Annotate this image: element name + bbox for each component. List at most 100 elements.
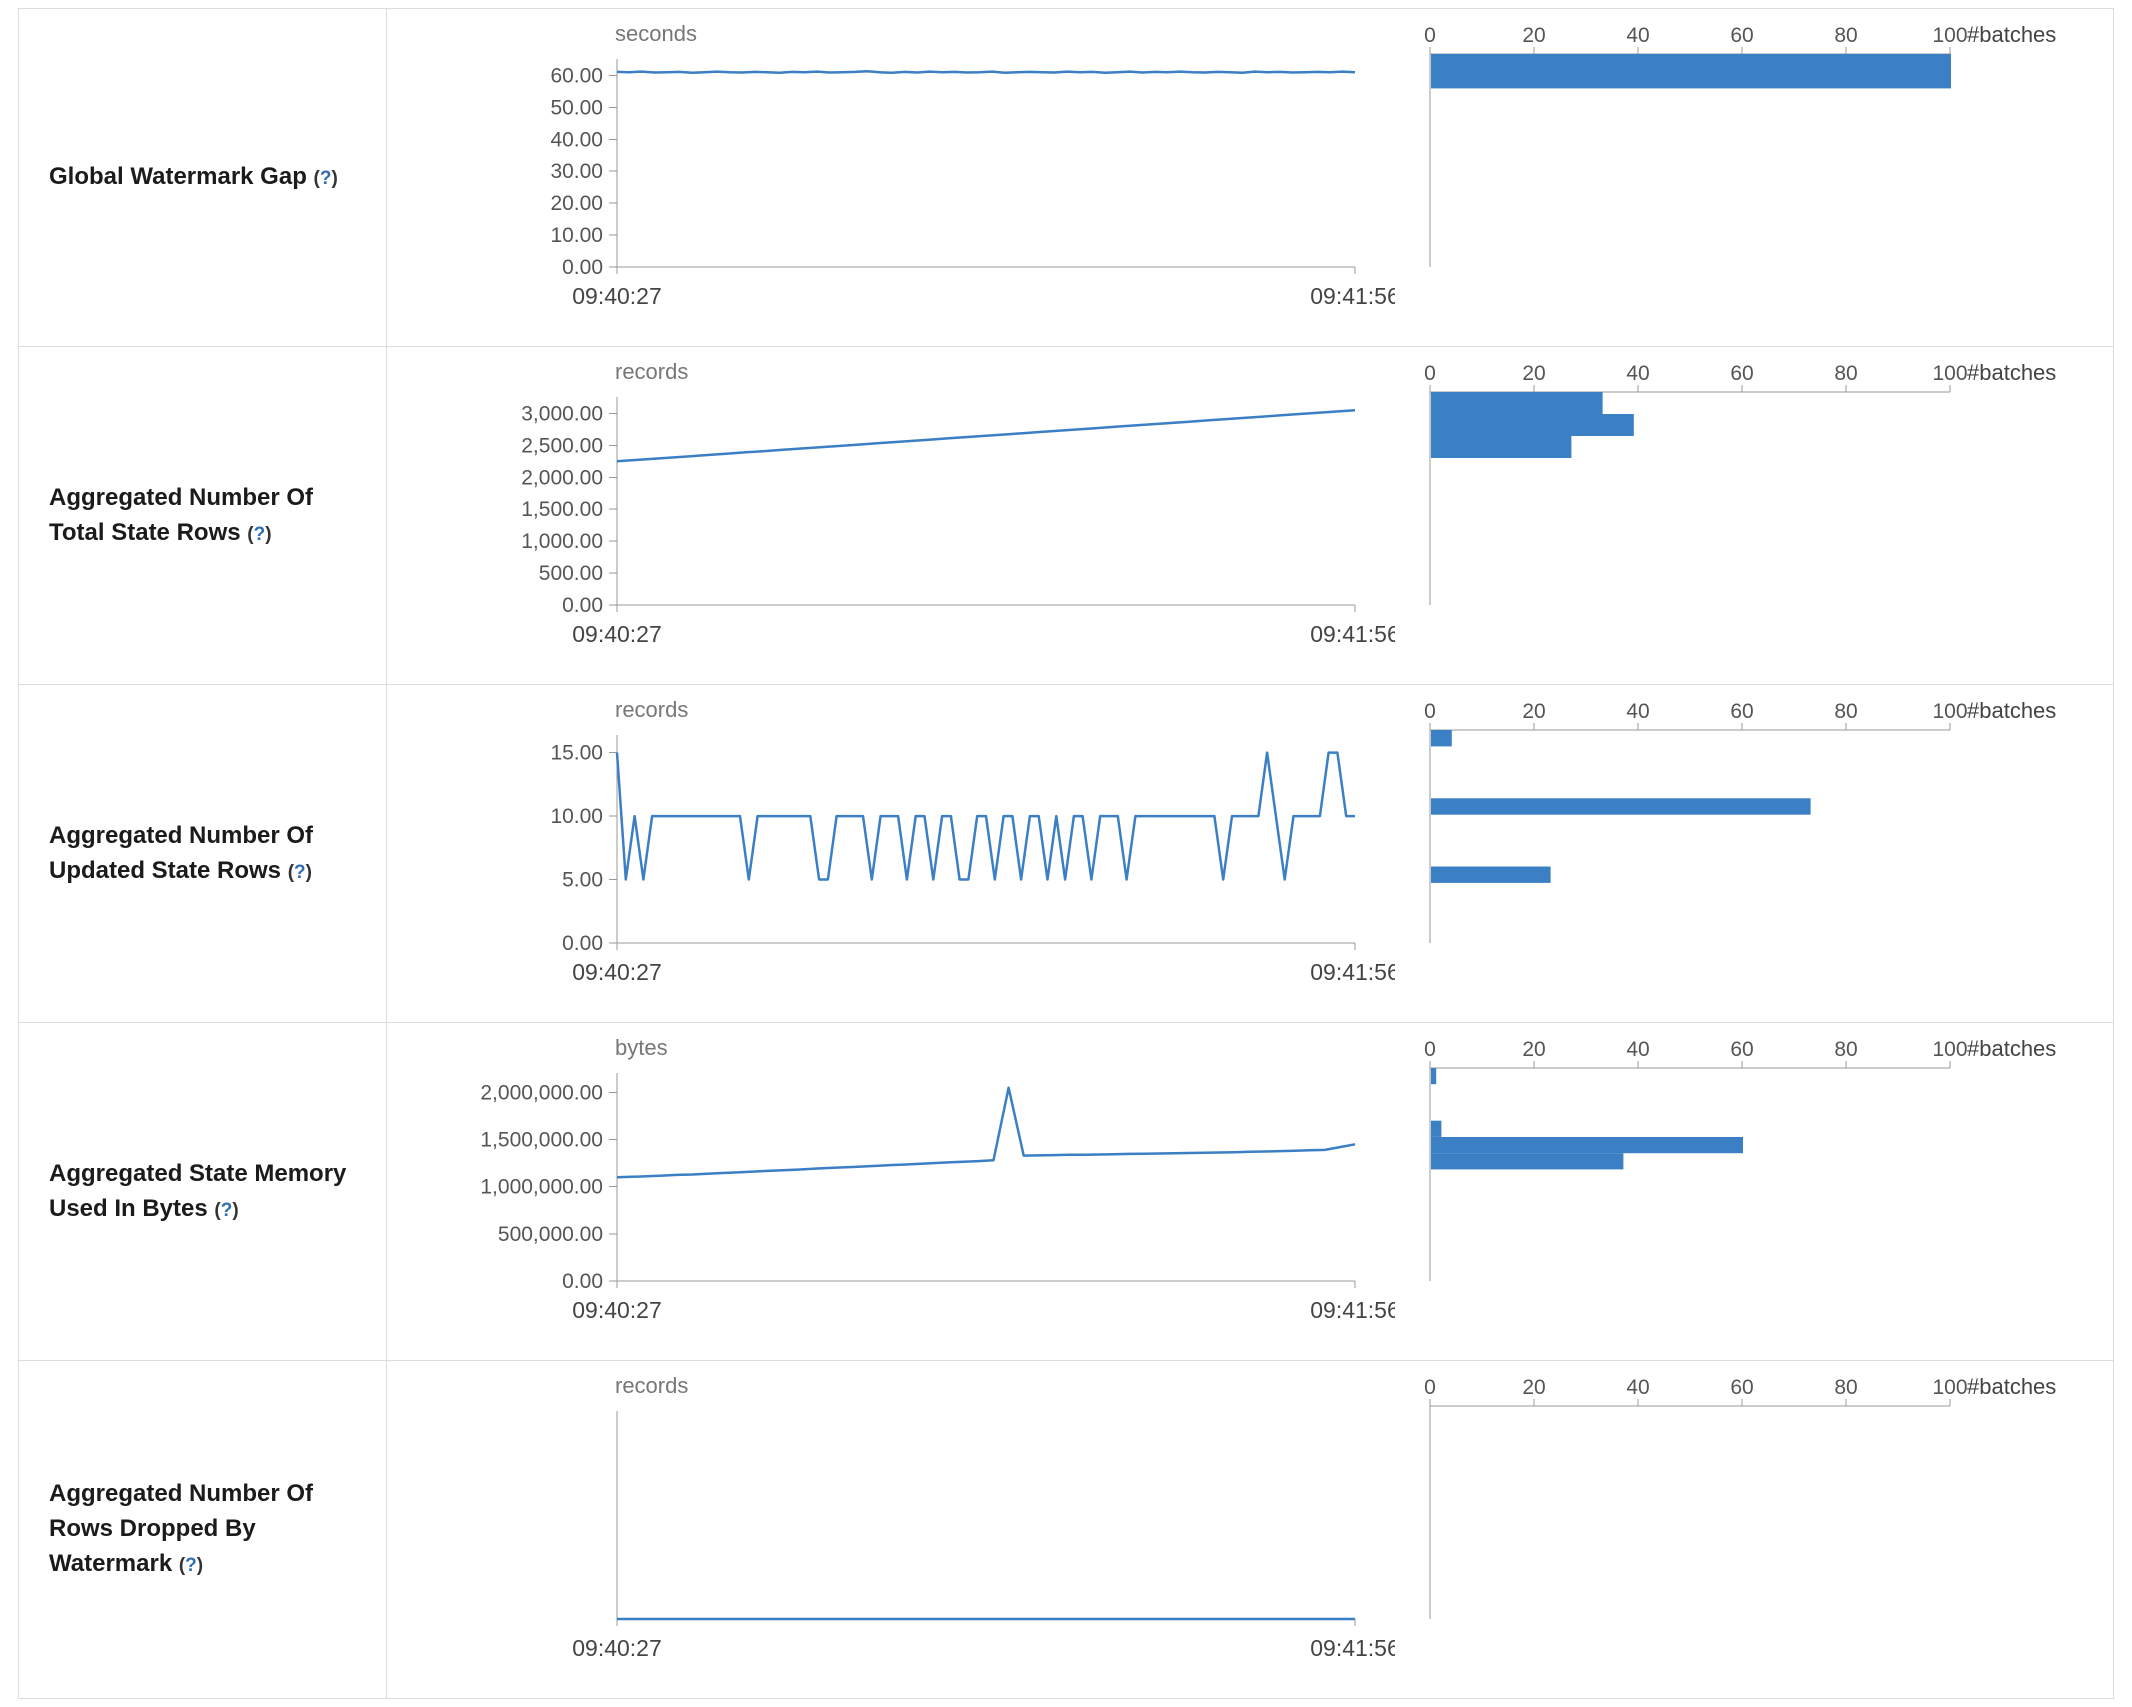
histogram-bar [1431,866,1551,883]
timeline-chart: records 3,000.00 2,500.00 2,000.00 1,500.00 1… [387,347,1395,684]
y-tick-label: 3,000.00 [521,402,603,425]
metric-row: Global Watermark Gap (?) seconds 60.00 50.… [19,9,2113,346]
y-tick-label: 20.00 [550,192,603,215]
histogram-bar [1431,798,1811,815]
y-axis-unit-label: seconds [615,21,697,46]
question-mark-icon: ? [185,1554,197,1576]
x-axis-end-label: 09:41:56 [1310,283,1395,309]
help-tooltip-link[interactable]: (?) [313,168,338,190]
hist-x-tick-label: 40 [1626,700,1649,723]
histogram-bar [1431,1120,1442,1137]
y-tick-label: 1,500.00 [521,498,603,521]
timeline-line-chart: bytes 2,000,000.00 1,500,000.00 1,000,000.0… [480,1035,1395,1323]
timeline-line-chart: records 09:40:27 09:41:56 [572,1373,1395,1661]
y-axis-unit-label: records [615,697,688,722]
y-tick-label: 500.00 [539,562,603,585]
metric-label-cell: Aggregated Number Of Total State Rows (?… [19,347,387,684]
histogram-bar [1431,436,1572,458]
y-axis-unit-label: records [615,1373,688,1398]
metric-timeline-line [616,69,1356,75]
y-tick-label: 2,000,000.00 [480,1081,603,1104]
y-tick-label: 50.00 [550,96,603,119]
histogram-bar [1431,54,1951,89]
y-tick-label: 2,000.00 [521,466,603,489]
histogram-bar [1431,414,1634,436]
question-mark-icon: ? [319,168,332,190]
hist-x-tick-label: 0 [1424,362,1436,385]
metric-label-cell: Aggregated State Memory Used In Bytes (?… [19,1023,387,1360]
hist-axis-title: #batches [1967,360,2056,385]
timeline-line-chart: seconds 60.00 50.00 40.00 30.00 20.00 10.00 0.0… [550,21,1395,309]
metric-name-text: Aggregated State Memory Used In Bytes [49,1159,347,1222]
metric-name: Aggregated Number Of Updated State Rows … [49,819,352,889]
hist-x-tick-label: 60 [1730,24,1753,47]
x-axis-end-label: 09:41:56 [1310,959,1395,985]
hist-axis-title: #batches [1967,22,2056,47]
hist-x-tick-label: 100 [1932,362,1967,385]
x-axis-start-label: 09:40:27 [572,1297,662,1323]
hist-x-tick-label: 80 [1834,362,1857,385]
histogram-chart: 0 20 40 60 80 100 #batches [1395,347,2113,684]
metric-row: Aggregated Number Of Updated State Rows … [19,684,2113,1022]
hist-x-tick-label: 20 [1522,362,1545,385]
x-axis-start-label: 09:40:27 [572,621,662,647]
help-tooltip-link[interactable]: (?) [287,861,312,883]
x-axis-end-label: 09:41:56 [1310,621,1395,647]
y-tick-label: 0.00 [562,1270,603,1293]
y-tick-label: 0.00 [562,932,603,955]
hist-x-tick-label: 20 [1522,1376,1545,1399]
y-tick-label: 15.00 [550,742,603,765]
x-axis-start-label: 09:40:27 [572,1635,662,1661]
y-tick-label: 5.00 [562,869,603,892]
metric-name: Aggregated Number Of Rows Dropped By Wat… [49,1477,352,1581]
hist-x-tick-label: 80 [1834,1376,1857,1399]
metric-timeline-line [615,751,1355,881]
hist-x-tick-label: 40 [1626,1038,1649,1061]
hist-x-tick-label: 60 [1730,700,1753,723]
hist-x-tick-label: 100 [1932,1038,1967,1061]
hist-x-tick-label: 20 [1522,24,1545,47]
histogram-bar [1431,1068,1437,1085]
hist-x-tick-label: 60 [1730,1038,1753,1061]
hist-x-tick-label: 80 [1834,1038,1857,1061]
timeline-line-chart: records 3,000.00 2,500.00 2,000.00 1,500.00 1… [521,359,1395,647]
metric-label-cell: Global Watermark Gap (?) [19,9,387,346]
help-tooltip-link[interactable]: (?) [214,1199,239,1221]
batches-histogram-chart: 0 20 40 60 80 100 #batches [1424,22,2056,267]
histogram-chart: 0 20 40 60 80 100 #batches [1395,1361,2113,1698]
y-axis-unit-label: bytes [615,1035,668,1060]
metric-label-cell: Aggregated Number Of Rows Dropped By Wat… [19,1361,387,1698]
hist-x-tick-label: 80 [1834,24,1857,47]
batches-histogram-chart: 0 20 40 60 80 100 #batches [1424,1374,2056,1619]
streaming-statistics-table: Global Watermark Gap (?) seconds 60.00 50.… [18,8,2114,1699]
metric-label-cell: Aggregated Number Of Updated State Rows … [19,685,387,1022]
hist-x-tick-label: 60 [1730,362,1753,385]
x-axis-start-label: 09:40:27 [572,283,662,309]
help-tooltip-link[interactable]: (?) [178,1554,204,1576]
y-tick-label: 500,000.00 [498,1223,603,1246]
question-mark-icon: ? [220,1199,233,1221]
timeline-chart: records 15.00 10.00 5.00 0.00 09:40:27 09:41:5… [387,685,1395,1022]
batches-histogram-chart: 0 20 40 60 80 100 #batches [1424,698,2056,943]
help-tooltip-link[interactable]: (?) [247,523,272,545]
timeline-chart: seconds 60.00 50.00 40.00 30.00 20.00 10.00 0.0… [387,9,1395,346]
y-tick-label: 0.00 [562,256,603,279]
timeline-chart: records 09:40:27 09:41:56 [387,1361,1395,1698]
histogram-bar [1431,392,1603,414]
histogram-chart: 0 20 40 60 80 100 #batches [1395,9,2113,346]
hist-x-tick-label: 0 [1424,1376,1436,1399]
batches-histogram-chart: 0 20 40 60 80 100 #batches [1424,1036,2056,1281]
metric-name-text: Global Watermark Gap [49,163,307,191]
y-tick-label: 2,500.00 [521,434,603,457]
hist-x-tick-label: 100 [1932,24,1967,47]
hist-x-tick-label: 80 [1834,700,1857,723]
histogram-bar [1431,1153,1624,1170]
metric-name-text: Aggregated Number Of Rows Dropped By Wat… [49,1480,314,1577]
metric-name-text: Aggregated Number Of Total State Rows [49,483,314,546]
hist-x-tick-label: 20 [1522,1038,1545,1061]
timeline-line-chart: records 15.00 10.00 5.00 0.00 09:40:27 09:41:5… [550,697,1395,985]
hist-x-tick-label: 40 [1626,24,1649,47]
x-axis-start-label: 09:40:27 [572,959,662,985]
histogram-bar [1431,730,1452,747]
y-tick-label: 40.00 [550,128,603,151]
